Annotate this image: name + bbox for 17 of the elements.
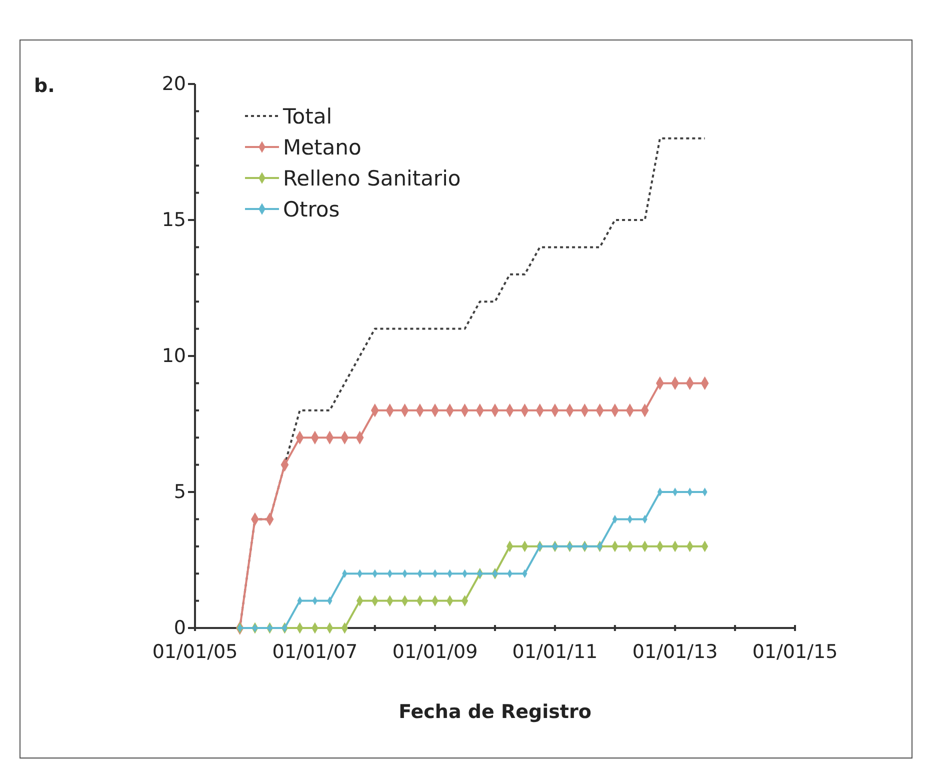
- y-tick-label: 15: [162, 209, 186, 232]
- legend-label: Relleno Sanitario: [283, 166, 461, 190]
- x-tick-label: 01/01/09: [392, 640, 478, 663]
- x-tick-label: 01/01/13: [632, 640, 718, 663]
- legend-label: Metano: [283, 135, 362, 160]
- y-tick-label: 5: [174, 481, 186, 504]
- x-tick-label: 01/01/07: [272, 640, 358, 663]
- y-tick-label: 10: [162, 345, 186, 368]
- x-axis-title: Fecha de Registro: [398, 701, 592, 723]
- legend-label: Total: [282, 104, 332, 128]
- y-tick-label: 0: [174, 617, 186, 640]
- x-tick-label: 01/01/05: [152, 640, 238, 663]
- text: b.: [34, 75, 55, 97]
- x-tick-label: 01/01/11: [512, 640, 598, 663]
- legend-label: Otros: [283, 197, 340, 222]
- y-tick-label: 20: [162, 73, 186, 96]
- x-tick-label: 01/01/15: [752, 640, 838, 663]
